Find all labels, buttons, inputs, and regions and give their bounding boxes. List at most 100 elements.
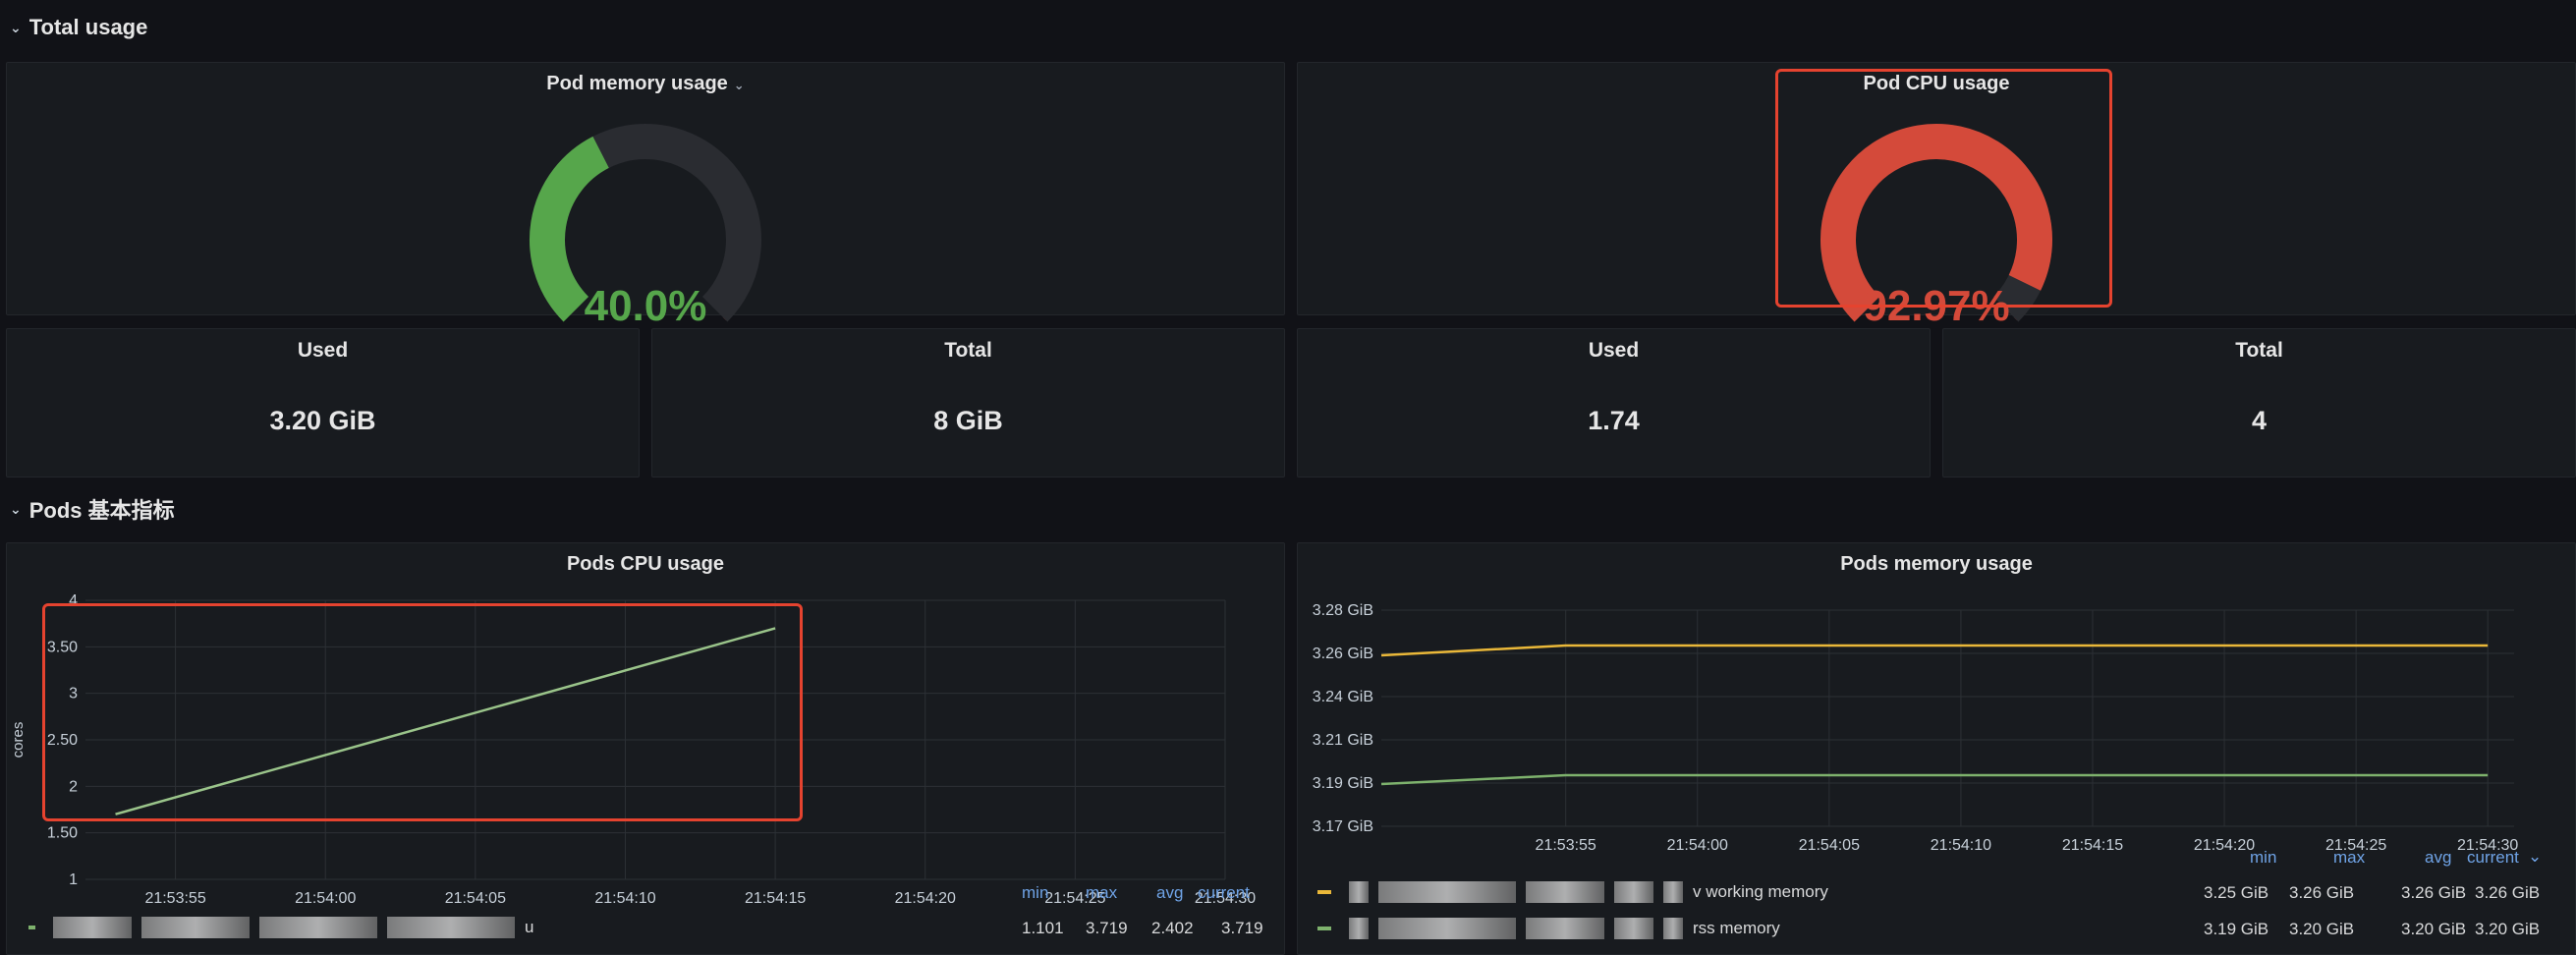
stat-value: 8 GiB [933,406,1003,435]
stat-value: 3.20 GiB [269,406,376,435]
section-total-usage[interactable]: ⌄ Total usage [10,10,147,45]
legend-item[interactable]: u [28,917,533,938]
x-tick-label: 21:54:05 [445,890,506,907]
cpu-line-chart[interactable]: 1 1.50 2 2.50 3 3.50 4 21:53:55 21:54:00 21:54:05… [7,583,1286,917]
stat-label: Total [2235,339,2283,362]
legend-avg: 2.402 [1151,919,1194,937]
x-tick-label: 21:54:15 [745,890,806,907]
legend-header-avg[interactable]: avg [2425,848,2452,867]
cpu-gauge: 92.97% [1814,117,2059,343]
panel-title[interactable]: Pod CPU usage [1863,73,2010,94]
series-line[interactable] [1380,644,2489,657]
panel-title[interactable]: Pod memory usage ⌄ [546,73,745,94]
highlight-annotation [42,603,803,821]
legend-header-max[interactable]: max [1086,883,1118,902]
y-tick-label: 3 [69,686,78,702]
legend-label: rss memory [1693,919,1780,937]
legend-current: 3.719 [1221,919,1263,937]
memory-gauge-panel: Pod memory usage ⌄ 40.0% [6,62,1285,330]
x-tick-label: 21:54:30 [2457,837,2518,854]
stat-panel-cpu-used: Used 1.74 [1297,328,1931,478]
legend-label: u [525,918,534,936]
series-color-swatch [1317,890,1331,894]
legend-header-max[interactable]: max [2333,848,2366,867]
memory-line-chart[interactable]: 3.17 GiB 3.19 GiB 3.21 GiB 3.24 GiB 3.26 GiB… [1298,583,2576,887]
legend-header-min[interactable]: min [1022,883,1049,902]
stat-label: Used [1588,339,1640,362]
y-tick-label: 4 [69,592,78,609]
redacted-text [1663,881,1683,903]
legend-min: 1.101 [1022,919,1064,937]
redacted-text [1349,881,1369,903]
highlight-annotation [1775,69,2112,308]
pods-cpu-chart-panel: Pods CPU usage 1 1.50 2 2.50 3 3.50 4 21:53:55 2… [6,542,1285,955]
gauge-value: 40.0% [584,282,707,330]
stat-label: Used [297,339,349,362]
legend-current: 3.20 GiB [2475,920,2541,938]
legend-label: v working memory [1693,882,1828,901]
legend-header-avg[interactable]: avg [1156,883,1184,902]
y-tick-label: 3.19 GiB [1313,775,1373,792]
x-tick-label: 21:54:10 [1931,837,1991,854]
legend-header-min[interactable]: min [2250,848,2277,867]
x-tick-label: 21:54:25 [1044,890,1105,907]
x-tick-label: 21:54:00 [295,890,356,907]
x-tick-label: 21:53:55 [144,890,205,907]
legend-avg: 3.26 GiB [2401,883,2467,902]
redacted-text [1663,918,1683,939]
section-pods-metrics[interactable]: ⌄ Pods 基本指标 [10,491,175,527]
redacted-text [1378,881,1516,903]
y-tick-label: 2.50 [47,732,78,749]
redacted-text [1378,918,1516,939]
series-line[interactable] [1380,773,2489,786]
redacted-text [1526,918,1604,939]
y-tick-label: 3.28 GiB [1313,602,1373,619]
panel-title[interactable]: Pods CPU usage [566,553,725,575]
section-title: Pods 基本指标 [28,498,175,523]
chevron-down-icon: ⌄ [10,19,22,35]
y-tick-label: 3.17 GiB [1313,818,1373,835]
legend-header-current[interactable]: current [2467,848,2519,867]
gauge-fill [530,136,610,322]
x-tick-label: 21:54:20 [2194,837,2255,854]
redacted-text [1614,918,1653,939]
stat-label: Total [944,339,992,362]
series-color-swatch [1317,927,1331,930]
section-title: Total usage [28,15,148,39]
gauge-fill [1820,124,2052,322]
chevron-down-icon[interactable]: ⌄ [2528,847,2543,866]
redacted-text [1526,881,1604,903]
legend-max: 3.20 GiB [2289,920,2355,938]
legend-min: 3.19 GiB [2204,920,2269,938]
chevron-down-icon: ⌄ [10,500,22,517]
legend-current: 3.26 GiB [2475,883,2541,902]
redacted-text [1349,918,1369,939]
legend-max: 3.26 GiB [2289,883,2355,902]
series-line[interactable] [115,627,776,815]
legend-item[interactable]: rss memory [1317,918,1780,939]
redacted-text [259,917,377,938]
x-tick-label: 21:54:30 [1195,890,1256,907]
y-tick-label: 2 [69,778,78,795]
stat-value: 1.74 [1588,406,1640,435]
legend-item[interactable]: v working memory [1317,881,1828,903]
legend-min: 3.25 GiB [2204,883,2269,902]
x-tick-label: 21:54:15 [2062,837,2123,854]
panel-title[interactable]: Pods memory usage [1840,553,2033,575]
y-tick-label: 1 [69,871,78,888]
chevron-down-icon: ⌄ [733,78,745,92]
y-tick-label: 1.50 [47,825,78,842]
y-tick-label: 3.24 GiB [1313,689,1373,705]
redacted-text [387,917,515,938]
legend-header-current[interactable]: current [1198,883,1250,902]
y-tick-label: 3.50 [47,639,78,655]
x-tick-label: 21:54:10 [594,890,655,907]
legend-max: 3.719 [1086,919,1128,937]
x-tick-label: 21:54:25 [2325,837,2386,854]
x-tick-label: 21:53:55 [1536,837,1596,854]
stat-panel-mem-total: Total 8 GiB [651,328,1285,478]
y-tick-label: 3.21 GiB [1313,732,1373,749]
pods-memory-chart-panel: Pods memory usage 3.17 GiB 3.19 GiB 3.21 G… [1297,542,2576,955]
stat-panel-cpu-total: Total 4 [1942,328,2576,478]
x-tick-label: 21:54:20 [895,890,956,907]
